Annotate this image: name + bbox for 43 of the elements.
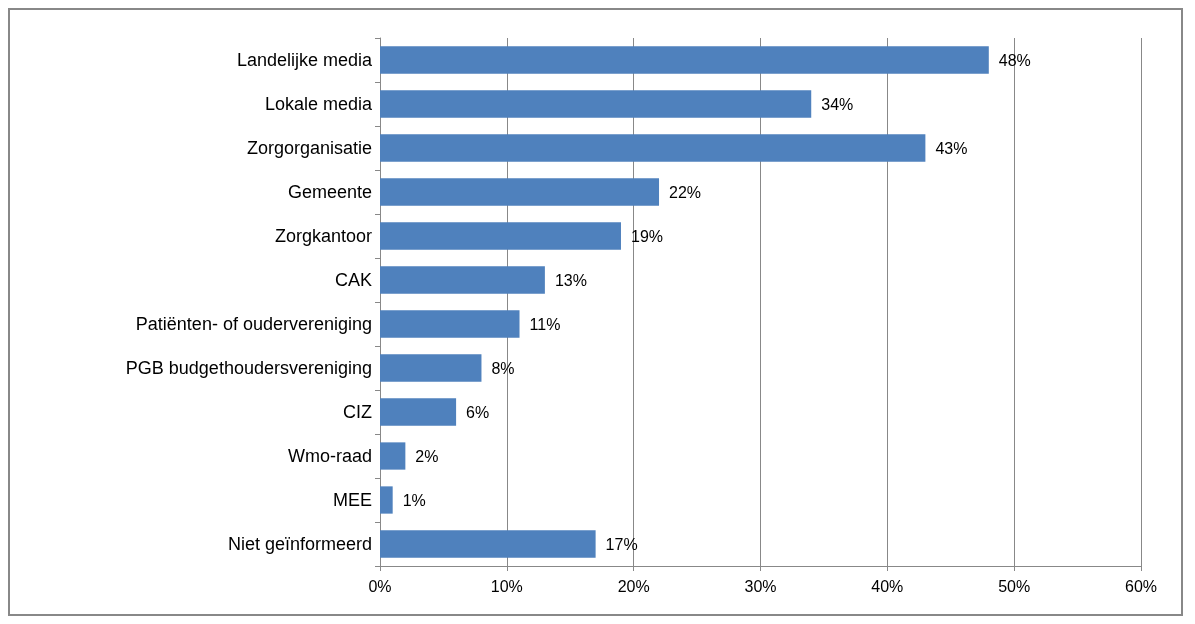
- y-tick-label: MEE: [332, 490, 372, 510]
- y-tick-label: Landelijke media: [236, 50, 373, 70]
- data-label: 1%: [402, 491, 426, 509]
- data-label: 43%: [935, 139, 968, 157]
- bar: [380, 222, 621, 250]
- data-label: 48%: [998, 51, 1031, 69]
- y-tick-label: Niet geïnformeerd: [227, 534, 372, 554]
- y-tick-label: CAK: [334, 270, 372, 290]
- y-tick-label: Patiënten- of oudervereniging: [135, 314, 372, 334]
- x-tick-label: 50%: [998, 577, 1031, 595]
- y-tick-label: Wmo-raad: [287, 446, 372, 466]
- data-label: 6%: [466, 403, 490, 421]
- data-label: 8%: [491, 359, 515, 377]
- bar: [380, 310, 520, 338]
- x-tick-label: 0%: [368, 577, 392, 595]
- data-label: 11%: [529, 315, 561, 333]
- y-tick-label: Lokale media: [264, 94, 373, 114]
- bar: [380, 398, 457, 426]
- x-tick-label: 20%: [617, 577, 650, 595]
- y-tick-label: Gemeente: [287, 182, 372, 202]
- data-label: 19%: [630, 227, 664, 245]
- y-tick-label: Zorgkantoor: [274, 226, 372, 246]
- bar: [380, 134, 926, 162]
- bar: [380, 442, 406, 470]
- bar: [380, 354, 482, 382]
- data-label: 17%: [605, 535, 638, 553]
- x-tick-label: 10%: [490, 577, 523, 595]
- y-tick-label: PGB budgethoudersvereniging: [125, 358, 372, 378]
- bar: [380, 178, 660, 206]
- x-tick-label: 60%: [1124, 577, 1158, 595]
- bar: [380, 46, 989, 74]
- data-label: 13%: [554, 271, 587, 289]
- bar: [380, 90, 812, 118]
- y-tick-label: CIZ: [343, 402, 372, 422]
- bar: [380, 530, 596, 558]
- data-label: 2%: [415, 447, 439, 465]
- data-label: 34%: [821, 95, 854, 113]
- bar: [380, 486, 393, 514]
- x-tick-label: 40%: [871, 577, 904, 595]
- bar: [380, 266, 545, 294]
- y-tick-label: Zorgorganisatie: [246, 138, 372, 158]
- data-label: 22%: [669, 183, 702, 201]
- x-tick-label: 30%: [744, 577, 777, 595]
